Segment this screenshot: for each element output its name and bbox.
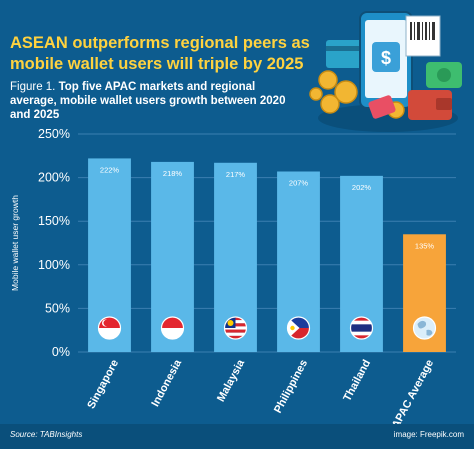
source-note: Source: TABInsights <box>10 430 83 439</box>
headline: ASEAN outperforms regional peers as mobi… <box>10 34 310 73</box>
indonesia-flag-icon <box>160 316 185 340</box>
phone-case-icon <box>368 95 396 119</box>
bar-value-label: 207% <box>289 178 309 187</box>
figure-caption: Figure 1. Top five APAC markets and regi… <box>10 80 300 122</box>
y-axis-label: Mobile wallet user growth <box>10 195 20 291</box>
figure-label: Figure 1. <box>10 81 56 93</box>
mobile-wallet-illustration: $ <box>309 11 462 132</box>
bar-value-label: 217% <box>226 170 246 179</box>
globe-icon <box>412 316 437 340</box>
singapore-flag-icon <box>97 316 122 340</box>
figure-caption-text: Top five APAC markets and regional avera… <box>10 81 286 121</box>
x-tick-label: Thailand <box>341 358 373 404</box>
x-tick-label: Indonesia <box>149 357 184 409</box>
bar-value-label: 135% <box>415 241 435 250</box>
dollar-card-icon <box>372 42 400 72</box>
bars <box>88 158 446 352</box>
x-tick-label: Singapore <box>85 358 121 411</box>
bar-value-label: 218% <box>163 169 183 178</box>
bar-value-label: 222% <box>100 165 120 174</box>
y-tick-label: 0% <box>52 345 70 359</box>
y-tick-label: 200% <box>38 171 70 185</box>
x-tick-label: APAC Average <box>390 358 436 424</box>
x-tick-label: Malaysia <box>215 357 248 404</box>
footer: Source: TABInsights image: Freepik.com <box>0 424 474 449</box>
thailand-flag-icon <box>349 316 374 340</box>
philippines-flag-icon <box>286 316 311 340</box>
bar-chart: 0% 50% 100% 150% 200% 250% Mobile wallet user… <box>10 127 456 424</box>
y-tick-label: 50% <box>45 301 70 315</box>
x-axis-ticks: Singapore Indonesia Malaysia Philippines Tha… <box>85 357 436 424</box>
image-credit: image: Freepik.com <box>393 430 464 439</box>
wallet-icon <box>408 90 452 120</box>
dollar-sign: $ <box>381 48 391 68</box>
y-tick-label: 150% <box>38 214 70 228</box>
bar-value-labels: 222% 218% 217% 207% 202% 135% <box>100 165 435 250</box>
y-axis-ticks: 0% 50% 100% 150% 200% 250% <box>38 127 70 359</box>
barcode-icon <box>410 22 435 40</box>
x-tick-label: Philippines <box>272 358 310 415</box>
bar-icons <box>97 316 437 340</box>
gridlines <box>78 133 456 353</box>
coins-icon <box>309 70 405 119</box>
y-tick-label: 100% <box>38 258 70 272</box>
bar-value-label: 202% <box>352 183 372 192</box>
y-tick-label: 250% <box>38 127 70 141</box>
malaysia-flag-icon <box>223 316 248 340</box>
